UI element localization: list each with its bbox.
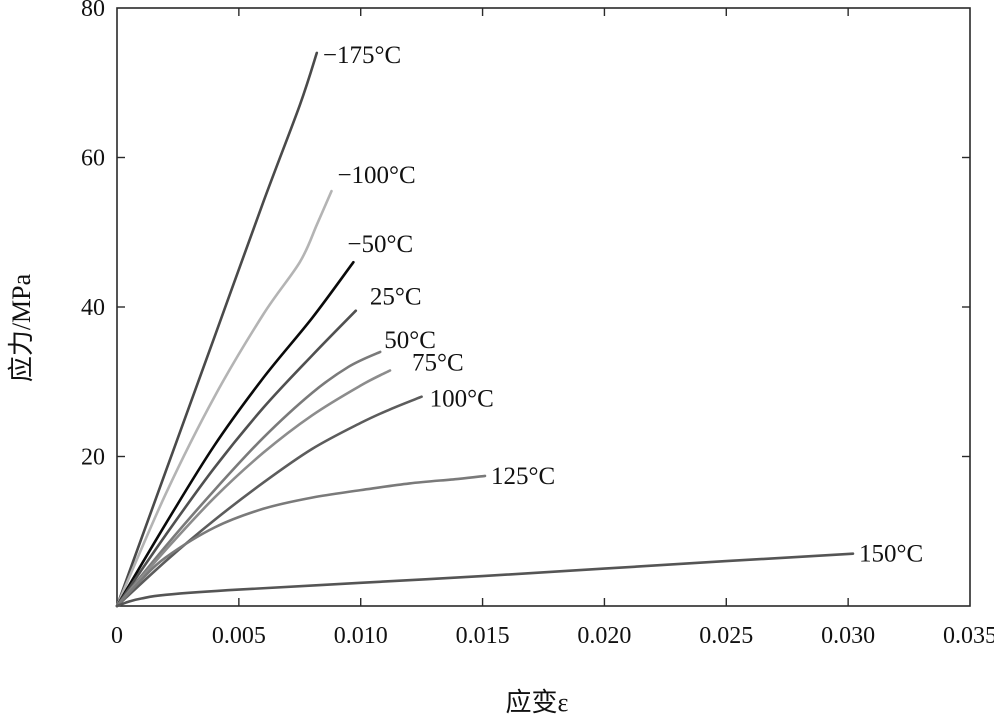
y-tick-label: 80 (81, 0, 105, 22)
curve-line (115, 369, 392, 608)
curve-line (115, 552, 855, 608)
y-tick-label: 20 (81, 445, 105, 471)
x-tick-label: 0.035 (943, 623, 994, 649)
curve-line (115, 189, 333, 608)
plot-frame (116, 7, 971, 607)
x-tick-label: 0.015 (456, 623, 510, 649)
curve-label: 75°C (412, 350, 464, 377)
curve-line (115, 395, 423, 608)
curve-label: 150°C (859, 541, 923, 568)
x-axis-title: 应变ε (506, 688, 569, 717)
curve-line (115, 260, 355, 608)
curve-line (115, 51, 319, 608)
curve-label: −50°C (347, 231, 413, 258)
curves (115, 51, 855, 608)
curve-labels: −175°C −100°C −50°C 25°C 50°C75°C 100°C 125°C 1… (323, 42, 923, 568)
curve-label: 100°C (430, 386, 494, 413)
y-tick-label: 40 (81, 295, 105, 321)
curve-label: −175°C (323, 42, 401, 69)
y-tick-label: 60 (81, 146, 105, 172)
axis-tick-labels: 0 0.005 0.010 0.015 0.020 0.025 0.030 0.035 20 40… (81, 0, 994, 649)
x-tick-label: 0.020 (577, 623, 631, 649)
x-tick-label: 0.005 (212, 623, 266, 649)
curve-line (115, 309, 358, 608)
curve-line (115, 474, 487, 608)
x-tick-label: 0 (111, 623, 123, 649)
y-axis-title: 应力/MPa (7, 273, 36, 382)
axis-ticks (117, 8, 970, 606)
curve-label: 25°C (370, 284, 422, 311)
curve-label: −100°C (337, 162, 415, 189)
curve-line (115, 350, 382, 608)
curve-label: 125°C (491, 463, 555, 490)
x-tick-label: 0.030 (821, 623, 875, 649)
x-tick-label: 0.010 (334, 623, 388, 649)
curve-label: 50°C (384, 327, 436, 354)
x-tick-label: 0.025 (699, 623, 753, 649)
